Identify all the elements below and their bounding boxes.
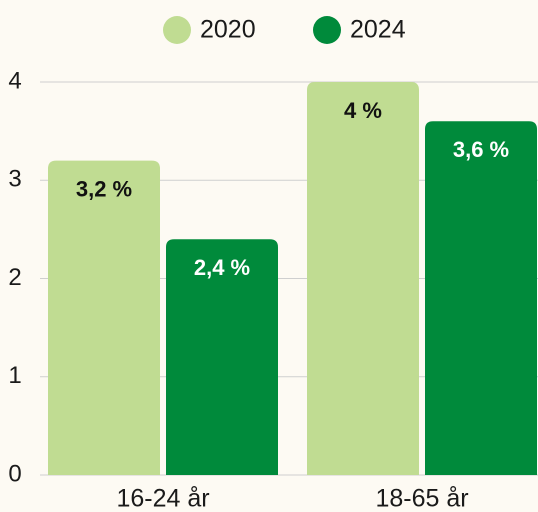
y-tick-label: 1 — [8, 362, 21, 389]
value-label: 2,4 % — [194, 255, 250, 280]
legend-swatch — [313, 16, 341, 44]
legend-label: 2020 — [200, 16, 256, 44]
legend-swatch — [163, 16, 191, 44]
bar — [166, 239, 278, 475]
bar — [48, 160, 160, 475]
value-label: 3,2 % — [76, 176, 132, 201]
y-tick-label: 0 — [8, 460, 21, 487]
legend-label: 2024 — [350, 16, 406, 44]
y-tick-label: 2 — [8, 264, 21, 291]
x-tick-label: 18-65 år — [375, 485, 468, 512]
value-label: 4 % — [344, 98, 382, 123]
y-tick-label: 3 — [8, 166, 21, 193]
y-tick-label: 4 — [8, 67, 21, 94]
x-tick-label: 16-24 år — [116, 485, 209, 512]
bar — [307, 82, 419, 475]
bar — [425, 121, 537, 476]
value-label: 3,6 % — [453, 137, 509, 162]
